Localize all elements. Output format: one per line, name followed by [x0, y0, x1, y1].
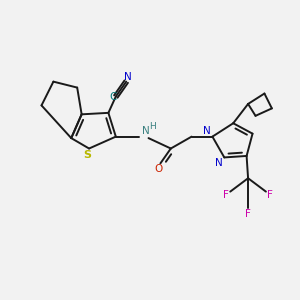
Text: C: C: [110, 92, 117, 101]
Text: H: H: [149, 122, 155, 131]
Text: O: O: [155, 164, 163, 174]
Text: N: N: [124, 72, 132, 82]
Text: F: F: [223, 190, 229, 200]
Text: N: N: [215, 158, 223, 168]
Text: N: N: [203, 126, 211, 136]
Text: F: F: [245, 209, 251, 219]
Text: S: S: [84, 150, 92, 160]
Text: F: F: [267, 190, 273, 200]
Text: N: N: [142, 126, 149, 136]
